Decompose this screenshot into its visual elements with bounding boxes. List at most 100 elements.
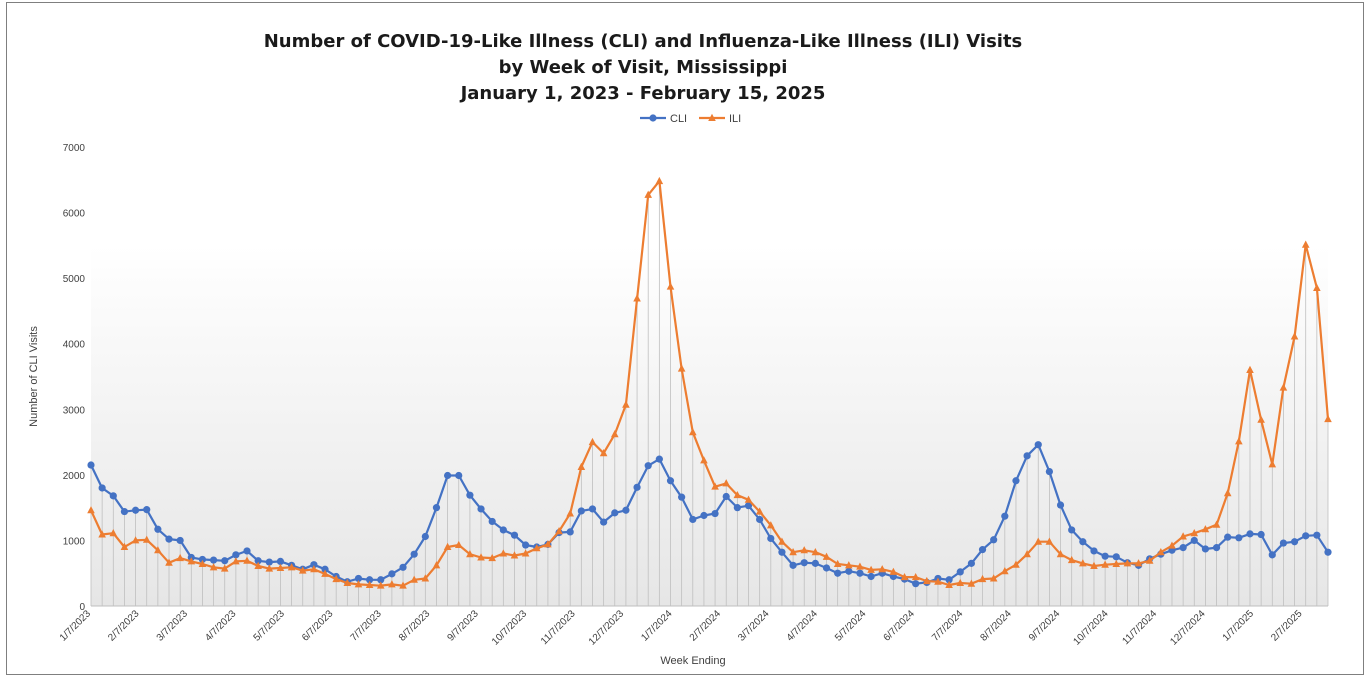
x-tick-label: 11/7/2024 xyxy=(1120,608,1159,647)
cli-point xyxy=(1257,530,1265,539)
cli-point xyxy=(678,493,686,501)
ili-point xyxy=(142,535,151,543)
cli-point xyxy=(165,535,173,543)
ili-line xyxy=(90,180,1330,587)
x-tick-label: 8/7/2024 xyxy=(978,608,1014,644)
cli-point xyxy=(756,515,764,524)
cli-point xyxy=(1179,544,1187,552)
ili-point xyxy=(945,580,953,589)
ili-point xyxy=(989,574,998,582)
y-tick-label: 3000 xyxy=(63,405,86,416)
cli-point xyxy=(499,526,507,534)
x-tick-label: 5/7/2024 xyxy=(833,608,869,644)
cli-point xyxy=(811,559,819,567)
ili-point xyxy=(120,542,129,550)
ili-point xyxy=(321,569,329,577)
cli-point xyxy=(1034,441,1042,449)
ili-point xyxy=(510,551,519,559)
ili-point xyxy=(800,546,809,554)
cli-point xyxy=(1068,526,1076,534)
cli-point xyxy=(1090,547,1098,555)
chart-title-line-1: Number of COVID-19-Like Illness (CLI) an… xyxy=(264,31,1023,52)
ili-point xyxy=(87,506,95,514)
y-tick-label: 2000 xyxy=(63,471,86,482)
cli-point xyxy=(510,531,519,539)
x-tick-label: 6/7/2024 xyxy=(882,608,918,644)
ili-point xyxy=(1268,460,1277,468)
ili-point xyxy=(1157,548,1165,556)
ili-point xyxy=(1079,559,1087,567)
x-axis-label: Week Ending xyxy=(660,655,725,667)
cli-point xyxy=(377,576,385,584)
y-axis-label: Number of CLI Visits xyxy=(28,326,40,427)
chart-title: Number of COVID-19-Like Illness (CLI) an… xyxy=(264,31,1023,104)
ili-point xyxy=(343,578,352,587)
y-tick-label: 5000 xyxy=(63,274,86,285)
cli-point xyxy=(131,506,140,514)
y-axis: 0 1000 2000 3000 4000 5000 6000 7000 xyxy=(63,143,86,613)
cli-point xyxy=(176,536,184,545)
x-axis: 1/7/2023 2/7/2023 3/7/2023 4/7/2023 5/7/2023… xyxy=(58,605,1328,648)
cli-point xyxy=(867,572,875,581)
cli-point xyxy=(1246,530,1254,538)
cli-point xyxy=(822,564,831,572)
chart: Number of COVID-19-Like Illness (CLI) an… xyxy=(28,31,1332,667)
ili-point xyxy=(911,572,920,581)
ili-point xyxy=(488,553,496,562)
ili-point xyxy=(332,574,340,583)
ili-point xyxy=(243,556,251,564)
cli-point xyxy=(87,461,95,469)
cli-point xyxy=(655,455,663,463)
cli-point xyxy=(1224,533,1232,541)
ili-point xyxy=(789,548,797,556)
ili-point xyxy=(98,530,106,538)
cli-point xyxy=(1190,536,1198,545)
ili-point xyxy=(900,572,909,581)
x-tick-label: 4/7/2023 xyxy=(203,608,239,644)
ili-point xyxy=(711,482,719,490)
ili-point xyxy=(1279,383,1288,391)
ili-point xyxy=(1212,520,1221,528)
ili-point xyxy=(410,575,418,583)
cli-point xyxy=(254,557,262,565)
x-tick-label: 1/7/2023 xyxy=(58,608,94,644)
cli-point xyxy=(444,471,452,480)
cli-point xyxy=(354,574,363,583)
ili-point xyxy=(566,509,574,517)
cli-point xyxy=(990,536,998,544)
ili-point xyxy=(209,563,218,571)
ili-point xyxy=(644,190,653,198)
cli-point xyxy=(834,569,842,577)
legend-label: ILI xyxy=(729,113,741,125)
cli-point xyxy=(689,515,697,524)
cli-point xyxy=(778,548,786,556)
ili-point xyxy=(1313,283,1321,291)
ili-point xyxy=(778,537,786,545)
x-tick-label: 1/7/2025 xyxy=(1221,608,1257,644)
legend-label: CLI xyxy=(670,113,687,125)
chart-title-line-2: by Week of Visit, Mississippi xyxy=(499,57,788,78)
ili-point xyxy=(466,549,474,558)
cli-point xyxy=(611,509,619,517)
cli-point xyxy=(1313,531,1321,539)
x-tick-label: 10/7/2024 xyxy=(1071,608,1111,648)
cli-point xyxy=(700,511,708,520)
ili-point xyxy=(1101,560,1109,568)
ili-point xyxy=(978,574,987,583)
cli-point xyxy=(399,563,407,571)
x-tick-label: 7/7/2023 xyxy=(349,608,385,644)
x-tick-label: 2/7/2023 xyxy=(106,608,142,644)
cli-point xyxy=(321,565,329,573)
ili-point xyxy=(577,462,586,470)
cli-point xyxy=(978,546,987,554)
ili-point xyxy=(354,580,363,588)
cli-point xyxy=(221,557,229,565)
ili-point xyxy=(923,576,931,585)
ili-point xyxy=(454,540,463,549)
ili-point xyxy=(1223,489,1232,497)
legend-marker xyxy=(649,114,657,122)
cli-point xyxy=(945,576,953,584)
ili-point xyxy=(544,540,552,548)
cli-point xyxy=(633,483,641,491)
cli-point xyxy=(845,567,853,575)
